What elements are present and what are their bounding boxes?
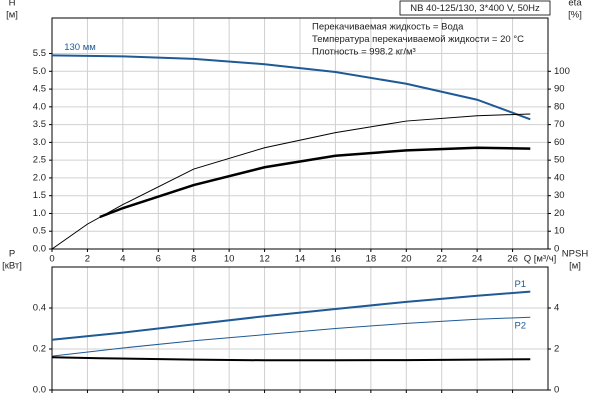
info-line: Температура перекачиваемой жидкости = 20… [312,34,524,45]
y2-tick-label: 4 [554,303,559,314]
y2-axis-label: eta [568,0,582,9]
y2-axis-label: [м] [569,261,581,272]
x-tick-label: 8 [191,254,196,265]
y-tick-label: 1.5 [33,190,46,201]
y2-axis-label: NPSH [562,249,589,260]
x-axis-label: Q [м³/ч] [524,254,557,265]
x-tick-label: 12 [259,254,270,265]
y2-tick-label: 100 [554,66,570,77]
y-tick-label: 1.0 [33,208,46,219]
info-title: NB 40-125/130, 3*400 V, 50Hz [410,3,540,14]
x-tick-label: 10 [224,254,235,265]
y2-tick-label: 30 [554,190,565,201]
y2-tick-label: 20 [554,208,565,219]
series-label: P2 [514,321,526,332]
x-tick-label: 20 [401,254,412,265]
plot-frame [51,266,549,391]
x-tick-label: 22 [436,254,447,265]
x-tick-label: 26 [507,254,518,265]
curve [51,113,531,250]
y-axis-label: [кВт] [2,261,22,272]
curve [51,316,531,357]
series-label: P1 [514,279,526,290]
curve [99,146,531,219]
y-tick-label: 0.5 [33,226,46,237]
y-tick-label: 2.5 [33,155,46,166]
y2-tick-label: 0 [554,244,559,255]
y-tick-label: 0.4 [33,303,46,314]
y-tick-label: 0.2 [33,344,46,355]
y2-tick-label: 80 [554,101,565,112]
y-tick-label: 0.0 [33,244,46,255]
y2-tick-label: 50 [554,155,565,166]
y-tick-label: 3.5 [33,119,46,130]
series-label: 130 мм [64,42,96,53]
x-tick-label: 14 [295,254,306,265]
y2-tick-label: 70 [554,119,565,130]
x-tick-label: 6 [156,254,161,265]
plot-frame [51,17,549,250]
y-axis-label: [м] [6,10,18,21]
y2-axis-label: [%] [568,10,582,21]
y-axis-label: P [9,249,15,260]
x-tick-label: 24 [472,254,483,265]
x-tick-label: 2 [85,254,90,265]
y-axis-label: H [9,0,16,9]
info-line: Перекачиваемая жидкость = Вода [312,22,464,33]
y-tick-label: 3.0 [33,137,46,148]
y2-tick-label: 2 [554,344,559,355]
y2-tick-label: 40 [554,172,565,183]
x-tick-label: 0 [49,254,54,265]
y2-tick-label: 0 [554,385,559,396]
curve [51,54,531,121]
y-tick-label: 5.0 [33,66,46,77]
y2-tick-label: 90 [554,84,565,95]
x-tick-label: 4 [120,254,125,265]
y-tick-label: 4.0 [33,101,46,112]
y-tick-label: 0.0 [33,385,46,396]
x-tick-label: 18 [366,254,377,265]
y2-tick-label: 10 [554,226,565,237]
y-tick-label: 4.5 [33,84,46,95]
curve [51,356,531,362]
curve [51,290,531,341]
x-tick-label: 16 [330,254,341,265]
info-box [399,0,551,16]
y-tick-label: 2.0 [33,172,46,183]
y2-tick-label: 60 [554,137,565,148]
y-tick-label: 5.5 [33,48,46,59]
info-line: Плотность = 998.2 кг/м³ [312,47,416,58]
